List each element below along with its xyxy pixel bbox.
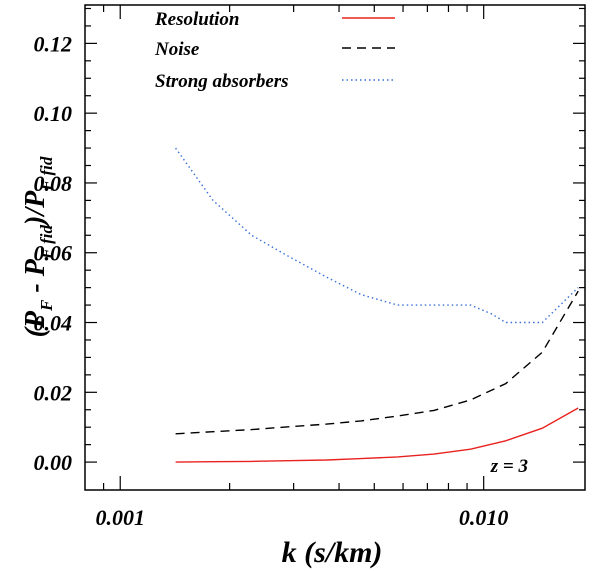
series-line-noise — [175, 290, 579, 435]
annotation-z: z = 3 — [490, 456, 528, 477]
y-tick-label: 0.12 — [34, 31, 73, 56]
series-line-strong-absorbers — [175, 147, 579, 324]
legend-label: Resolution — [154, 9, 239, 30]
y-title-sub1: F — [37, 299, 56, 312]
y-title-sub3: F fid — [37, 156, 56, 192]
x-tick-label: 0.001 — [95, 505, 145, 530]
series-line-resolution — [175, 407, 579, 463]
y-tick-labels: 0.00 0.02 0.04 0.06 0.08 0.10 0.12 — [34, 31, 73, 475]
y-tick-label: 0.06 — [34, 241, 73, 266]
y-title-open: (P — [20, 310, 51, 337]
y-title-close: )/P — [20, 190, 51, 228]
x-axis-title: k (s/km) — [282, 536, 383, 569]
plot-frame — [84, 4, 586, 491]
y-tick-label: 0.04 — [34, 311, 73, 336]
legend-label: Noise — [154, 39, 200, 60]
y-title-minus: - P — [20, 258, 51, 299]
series-layer — [175, 147, 579, 463]
legend-label: Strong absorbers — [155, 71, 289, 92]
y-tick-label: 0.00 — [34, 450, 73, 475]
y-axis-title: (PF - PF fid)/PF fid — [20, 156, 56, 337]
legend: Resolution Noise Strong absorbers — [154, 9, 395, 92]
axis-ticks — [85, 5, 585, 490]
x-tick-label: 0.010 — [459, 505, 509, 530]
y-tick-label: 0.10 — [34, 101, 73, 126]
y-tick-label: 0.02 — [34, 380, 73, 405]
y-tick-label: 0.08 — [34, 171, 73, 196]
x-tick-labels: 0.001 0.010 — [95, 505, 508, 530]
y-title-sub2: F fid — [37, 225, 56, 261]
